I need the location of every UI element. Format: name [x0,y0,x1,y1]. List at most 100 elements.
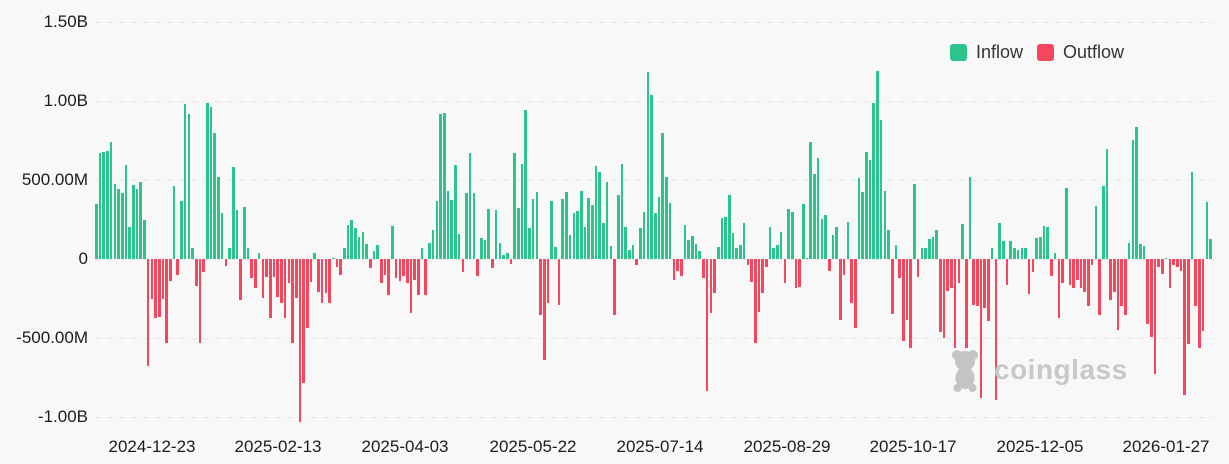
outflow-bar[interactable] [676,259,679,271]
inflow-bar[interactable] [331,257,335,259]
outflow-bar[interactable] [783,259,787,284]
legend-item-outflow[interactable]: Outflow [1037,42,1124,63]
inflow-bar[interactable] [698,250,701,259]
inflow-bar[interactable] [139,182,142,259]
inflow-bar[interactable] [787,209,790,259]
inflow-bar[interactable] [894,244,898,259]
inflow-bar[interactable] [872,103,875,259]
inflow-bar[interactable] [931,236,935,259]
inflow-bar[interactable] [654,213,657,259]
inflow-bar[interactable] [361,231,365,259]
inflow-bar[interactable] [1205,202,1209,259]
outflow-bar[interactable] [283,259,287,319]
outflow-bar[interactable] [1120,259,1124,306]
outflow-bar[interactable] [1175,259,1179,267]
inflow-bar[interactable] [442,113,446,259]
inflow-bar[interactable] [990,248,994,259]
inflow-bar[interactable] [376,244,379,259]
inflow-bar[interactable] [524,110,528,259]
outflow-bar[interactable] [983,259,987,308]
inflow-bar[interactable] [716,246,720,259]
outflow-bar[interactable] [1150,259,1153,337]
outflow-bar[interactable] [1168,259,1172,289]
inflow-bar[interactable] [1009,240,1012,259]
inflow-bar[interactable] [998,223,1001,259]
inflow-bar[interactable] [857,177,861,259]
inflow-bar[interactable] [465,193,468,259]
outflow-bar[interactable] [964,259,968,349]
inflow-bar[interactable] [180,200,183,259]
inflow-bar[interactable] [480,238,483,259]
outflow-bar[interactable] [317,259,320,292]
outflow-bar[interactable] [198,259,202,343]
outflow-bar[interactable] [1072,259,1075,288]
inflow-bar[interactable] [646,71,650,259]
inflow-bar[interactable] [1142,245,1146,259]
inflow-bar[interactable] [657,196,661,259]
outflow-bar[interactable] [261,259,265,299]
inflow-bar[interactable] [565,191,568,259]
outflow-bar[interactable] [328,259,331,304]
inflow-bar[interactable] [517,208,520,259]
outflow-bar[interactable] [798,259,801,287]
outflow-bar[interactable] [1146,259,1149,325]
inflow-bar[interactable] [598,172,602,259]
outflow-bar[interactable] [942,259,946,339]
inflow-bar[interactable] [217,176,220,259]
inflow-bar[interactable] [132,184,135,259]
inflow-bar[interactable] [502,255,505,259]
inflow-bar[interactable] [391,226,394,259]
inflow-bar[interactable] [1127,243,1131,259]
inflow-bar[interactable] [694,244,698,259]
inflow-bar[interactable] [1020,248,1024,259]
outflow-bar[interactable] [916,259,920,277]
inflow-bar[interactable] [439,114,442,259]
inflow-bar[interactable] [102,152,105,259]
inflow-bar[interactable] [235,210,239,259]
outflow-bar[interactable] [635,259,639,266]
inflow-bar[interactable] [579,191,583,259]
inflow-bar[interactable] [779,231,783,259]
outflow-bar[interactable] [491,259,494,269]
inflow-bar[interactable] [668,203,672,259]
inflow-bar[interactable] [95,203,98,259]
outflow-bar[interactable] [1183,259,1186,396]
inflow-bar[interactable] [772,247,776,259]
inflow-bar[interactable] [1042,225,1046,259]
inflow-bar[interactable] [805,257,809,259]
inflow-bar[interactable] [728,195,731,259]
inflow-bar[interactable] [1131,140,1135,259]
outflow-bar[interactable] [1179,259,1183,271]
inflow-bar[interactable] [243,206,246,259]
inflow-bar[interactable] [935,230,938,259]
legend-item-inflow[interactable]: Inflow [950,42,1023,63]
outflow-bar[interactable] [1194,259,1198,306]
inflow-bar[interactable] [535,191,539,259]
inflow-bar[interactable] [616,195,620,259]
outflow-bar[interactable] [202,259,205,272]
outflow-bar[interactable] [324,259,328,294]
outflow-bar[interactable] [679,259,683,277]
outflow-bar[interactable] [302,259,305,384]
outflow-bar[interactable] [1061,259,1064,284]
outflow-bar[interactable] [994,259,998,400]
outflow-bar[interactable] [979,259,983,399]
outflow-bar[interactable] [254,259,257,289]
inflow-bar[interactable] [206,103,209,259]
inflow-bar[interactable] [1164,257,1168,259]
outflow-bar[interactable] [905,259,909,320]
outflow-bar[interactable] [946,259,950,291]
inflow-bar[interactable] [1046,226,1049,259]
outflow-bar[interactable] [335,259,339,267]
outflow-bar[interactable] [161,259,165,299]
outflow-bar[interactable] [953,259,957,348]
outflow-bar[interactable] [1005,259,1009,286]
outflow-bar[interactable] [169,259,172,282]
outflow-bar[interactable] [309,259,313,283]
inflow-bar[interactable] [365,244,368,259]
inflow-bar[interactable] [431,229,435,259]
outflow-bar[interactable] [794,259,798,289]
outflow-bar[interactable] [539,259,542,315]
outflow-bar[interactable] [320,259,324,304]
outflow-bar[interactable] [713,259,716,294]
